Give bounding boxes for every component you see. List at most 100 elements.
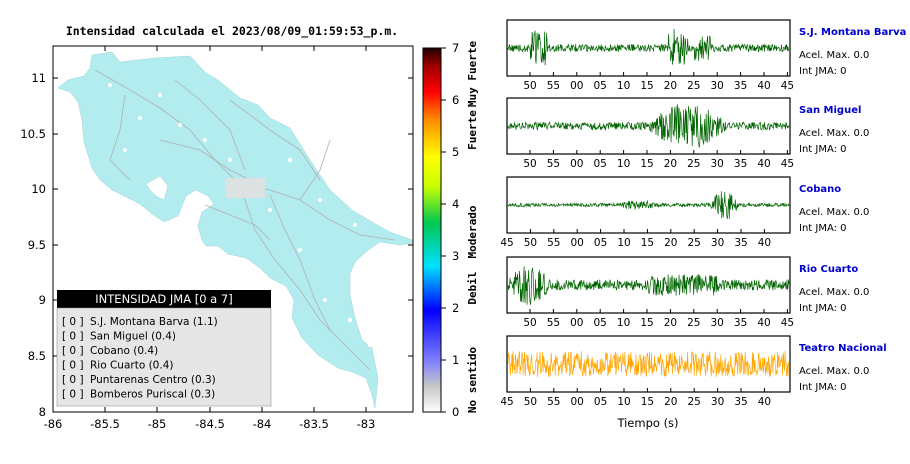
- waveform-tick-label: 30: [711, 80, 724, 92]
- waveform-tick-label: 00: [570, 317, 583, 329]
- colorbar-tick-label: 6: [452, 93, 459, 107]
- waveform-tick-label: 55: [547, 317, 560, 329]
- waveform-tick-label: 55: [547, 80, 560, 92]
- waveform-tick-label: 20: [664, 158, 677, 170]
- legend-item-level: [ 0 ]: [62, 316, 84, 328]
- map-x-tick-label: -84.5: [195, 417, 225, 431]
- colorbar-tick-label: 2: [452, 301, 459, 315]
- colorbar-label: Moderado: [466, 205, 479, 258]
- time-axis-label: Tiempo (s): [616, 416, 678, 430]
- waveform-tick-label: 00: [570, 80, 583, 92]
- colorbar-tick-label: 7: [452, 41, 459, 55]
- waveform-tick-label: 20: [664, 317, 677, 329]
- road-network: [94, 69, 396, 371]
- waveform-tick-label: 30: [711, 237, 724, 249]
- waveform-tick-label: 05: [594, 158, 607, 170]
- colorbar-ticks: 0 1 2 3 4 5 6 7: [441, 41, 459, 419]
- station-int-jma: Int JMA: 0: [799, 382, 847, 393]
- city-markers: [108, 83, 372, 347]
- waveform-tick-label: 45: [781, 80, 794, 92]
- waveform-tick-label: 55: [547, 237, 560, 249]
- waveform-tick-label: 05: [594, 237, 607, 249]
- colorbar-tick-label: 5: [452, 145, 459, 159]
- waveform-tick-label: 15: [641, 396, 654, 408]
- station-acel-max: Acel. Max. 0.0: [799, 366, 869, 377]
- waveform-tick-label: 50: [523, 158, 536, 170]
- waveform-tick-label: 05: [594, 396, 607, 408]
- map-x-axis: -86 -85.5 -85 -84.5 -84 -83.5 -83: [44, 46, 375, 431]
- waveform-tick-label: 15: [641, 237, 654, 249]
- waveform-tick-label: 10: [617, 317, 630, 329]
- station-acel-max: Acel. Max. 0.0: [799, 287, 869, 298]
- map-title: Intensidad calculada el 2023/08/09_01:59…: [66, 24, 398, 39]
- waveform-panels: 50 55 00 05 10 15 20 25 30 35 40 45 S.J. Montana Bar…: [500, 19, 906, 408]
- waveform-tick-label: 40: [757, 80, 770, 92]
- map-x-tick-label: -85: [148, 417, 167, 431]
- waveform-tick-label: 00: [570, 158, 583, 170]
- colorbar-tick-label: 4: [452, 197, 459, 211]
- station-int-jma: Int JMA: 0: [799, 223, 847, 234]
- waveform-panel: 50 55 00 05 10 15 20 25 30 35 40 45 Rio Cuarto Acel. …: [506, 256, 869, 329]
- waveform-trace: [507, 350, 790, 377]
- waveform-panel: 45 50 55 00 05 10 15 20 25 30 35 40 Cobano Acel. Max.…: [500, 176, 869, 249]
- waveform-tick-label: 45: [781, 317, 794, 329]
- waveform-tick-label: 20: [664, 80, 677, 92]
- nicoya-gulf: [145, 175, 169, 201]
- colorbar-labels: No sentido Debil Moderado Fuerte Muy Fuerte: [466, 41, 479, 414]
- legend-item-name: Rio Cuarto (0.4): [90, 360, 173, 372]
- map-y-tick-label: 10: [31, 182, 46, 196]
- legend-header: [57, 290, 271, 308]
- map-y-tick-label: 10.5: [20, 127, 46, 141]
- waveform-tick-label: 45: [500, 237, 513, 249]
- waveform-tick-label: 35: [734, 396, 747, 408]
- legend-item-name: Cobano (0.4): [90, 345, 158, 357]
- waveform-tick-label: 35: [734, 80, 747, 92]
- waveform-tick-label: 50: [524, 237, 537, 249]
- colorbar-tick-label: 1: [452, 353, 459, 367]
- station-name: Cobano: [799, 184, 841, 195]
- waveform-trace: [507, 28, 790, 66]
- colorbar: 0 1 2 3 4 5 6 7 No sentido Debil Moderado Fuerte Mu…: [422, 41, 479, 419]
- waveform-tick-label: 35: [734, 317, 747, 329]
- station-acel-max: Acel. Max. 0.0: [799, 207, 869, 218]
- waveform-panel: 50 55 00 05 10 15 20 25 30 35 40 45 S.J. Montana Bar…: [506, 19, 906, 92]
- station-acel-max: Acel. Max. 0.0: [799, 50, 869, 61]
- waveform-tick-label: 00: [571, 237, 584, 249]
- map-y-tick-label: 8.5: [28, 349, 46, 363]
- map-y-tick-label: 11: [31, 71, 46, 85]
- waveform-tick-label: 35: [734, 237, 747, 249]
- waveform-frame: [506, 176, 791, 234]
- waveform-tick-label: 05: [594, 317, 607, 329]
- waveform-tick-label: 05: [594, 80, 607, 92]
- waveform-tick-label: 50: [523, 80, 536, 92]
- map-y-tick-label: 9.5: [28, 238, 46, 252]
- waveform-tick-label: 40: [757, 158, 770, 170]
- waveform-panel: 50 55 00 05 10 15 20 25 30 35 40 45 San Miguel Acel. …: [506, 97, 869, 170]
- intensity-legend: INTENSIDAD JMA [0 a 7] [ 0 ] S.J. Montana…: [56, 290, 272, 407]
- waveform-tick-label: 45: [781, 158, 794, 170]
- waveform-tick-label: 10: [617, 396, 630, 408]
- waveform-tick-label: 25: [687, 317, 700, 329]
- station-acel-max: Acel. Max. 0.0: [799, 128, 869, 139]
- station-int-jma: Int JMA: 0: [799, 144, 847, 155]
- legend-item-level: [ 0 ]: [62, 374, 84, 386]
- waveform-tick-label: 50: [524, 396, 537, 408]
- map-x-tick-label: -85.5: [90, 417, 120, 431]
- waveform-frame: [506, 19, 791, 77]
- waveform-tick-label: 20: [664, 237, 677, 249]
- legend-item-level: [ 0 ]: [62, 331, 84, 343]
- waveform-trace: [507, 104, 790, 148]
- waveform-tick-label: 20: [664, 396, 677, 408]
- colorbar-label: Muy Fuerte: [466, 41, 479, 108]
- legend-item-name: S.J. Montana Barva (1.1): [90, 316, 218, 328]
- legend-item-name: Puntarenas Centro (0.3): [90, 374, 216, 386]
- legend-item-name: Bomberos Puriscal (0.3): [90, 389, 215, 401]
- waveform-panel: 45 50 55 00 05 10 15 20 25 30 35 40 Teatro Nacional A…: [500, 335, 887, 408]
- waveform-tick-label: 25: [688, 237, 701, 249]
- colorbar-gradient: [422, 47, 442, 413]
- map-x-tick-label: -83.5: [299, 417, 329, 431]
- intensity-map: -86 -85.5 -85 -84.5 -84 -83.5 -83 11 10.5 10 9.5 9…: [20, 45, 414, 431]
- waveform-tick-label: 10: [617, 80, 630, 92]
- waveform-tick-label: 25: [688, 396, 701, 408]
